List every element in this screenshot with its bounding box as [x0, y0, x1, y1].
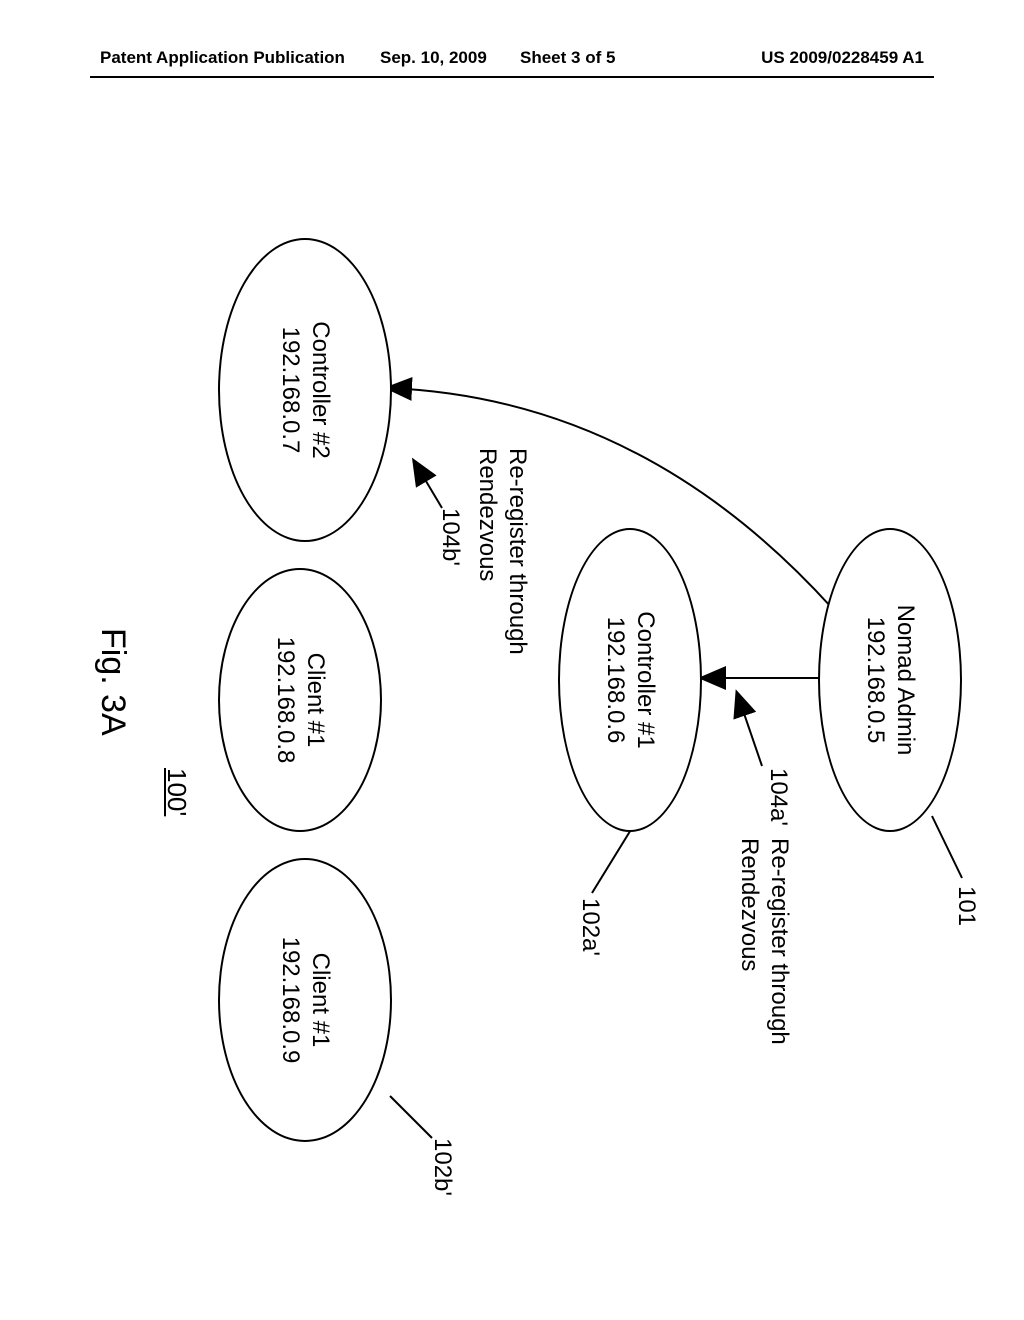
header-date: Sep. 10, 2009: [380, 48, 487, 68]
node-cli2-ip: 192.168.0.9: [275, 937, 305, 1064]
node-ctrl1-ip: 192.168.0.6: [600, 617, 630, 744]
ref-cli2: 102b': [428, 1138, 456, 1196]
ref-admin: 101: [952, 886, 980, 926]
header-publication: Patent Application Publication: [100, 48, 345, 68]
node-client-1: Client #1 192.168.0.8: [218, 568, 382, 832]
header-pubno: US 2009/0228459 A1: [761, 48, 924, 68]
node-cli2-name: Client #1: [305, 953, 335, 1048]
node-cli1-ip: 192.168.0.8: [270, 637, 300, 764]
diagram-rotated-wrap: Nomad Admin 192.168.0.5 101 Controller #…: [2, 138, 1022, 1162]
node-controller-2: Controller #2 192.168.0.7: [218, 238, 392, 542]
label-edge-104a: Re-register through Rendezvous: [734, 838, 794, 1045]
label-edge-104b: Re-register through Rendezvous: [472, 448, 532, 655]
node-controller-1: Controller #1 192.168.0.6: [558, 528, 702, 832]
header-rule: [90, 76, 934, 78]
node-ctrl2-name: Controller #2: [305, 321, 335, 458]
ref-edge-104b: 104b': [436, 508, 464, 566]
header-sheet: Sheet 3 of 5: [520, 48, 615, 68]
system-ref: 100': [161, 768, 192, 816]
network-diagram: Nomad Admin 192.168.0.5 101 Controller #…: [2, 138, 1022, 1162]
node-nomad-admin: Nomad Admin 192.168.0.5: [818, 528, 962, 832]
system-ref-text: 100': [162, 768, 192, 816]
node-admin-name: Nomad Admin: [890, 605, 920, 756]
page: Patent Application Publication Sep. 10, …: [0, 0, 1024, 1320]
figure-label: Fig. 3A: [93, 628, 132, 736]
node-ctrl1-name: Controller #1: [630, 611, 660, 748]
node-client-2: Client #1 192.168.0.9: [218, 858, 392, 1142]
ref-ctrl1: 102a': [576, 898, 604, 956]
node-admin-ip: 192.168.0.5: [860, 617, 890, 744]
node-ctrl2-ip: 192.168.0.7: [275, 327, 305, 454]
node-cli1-name: Client #1: [300, 653, 330, 748]
ref-edge-104a: 104a': [764, 768, 792, 826]
